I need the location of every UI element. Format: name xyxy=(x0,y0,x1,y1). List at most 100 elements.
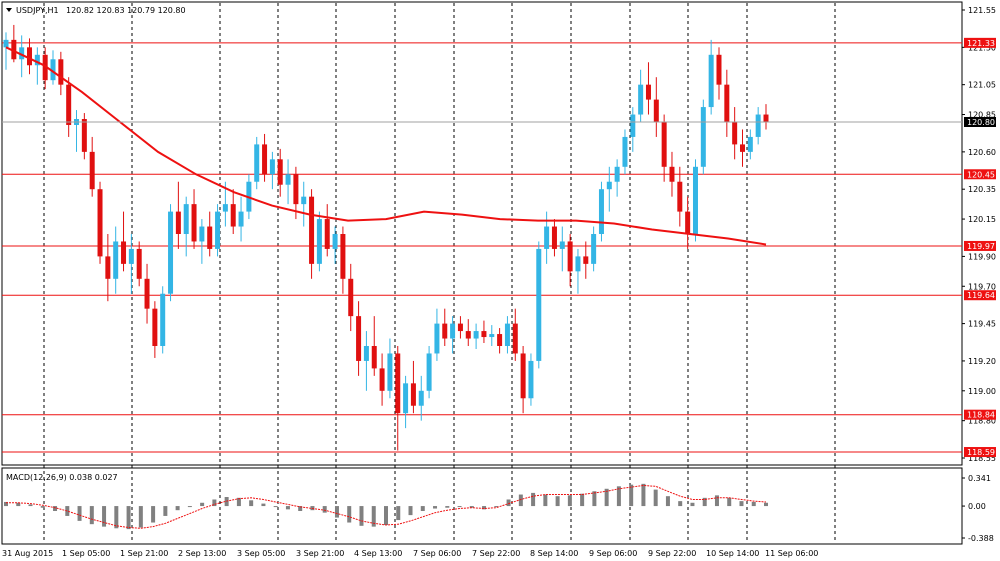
candle[interactable] xyxy=(356,301,362,376)
candle[interactable] xyxy=(497,328,503,354)
candle[interactable] xyxy=(348,263,354,332)
candle[interactable] xyxy=(677,166,683,227)
candle[interactable] xyxy=(606,166,612,212)
candle[interactable] xyxy=(168,204,174,302)
candle-body xyxy=(661,122,667,167)
candle[interactable] xyxy=(692,159,698,242)
candle[interactable] xyxy=(638,69,644,122)
candle[interactable] xyxy=(160,286,166,354)
candle[interactable] xyxy=(732,107,738,160)
candle[interactable] xyxy=(324,204,330,257)
candle[interactable] xyxy=(50,50,56,85)
candle[interactable] xyxy=(379,353,385,406)
candle[interactable] xyxy=(301,181,307,227)
candle-body xyxy=(160,293,166,346)
candle[interactable] xyxy=(426,346,432,399)
candle[interactable] xyxy=(661,114,667,182)
candle[interactable] xyxy=(395,346,401,451)
candle[interactable] xyxy=(58,51,64,96)
candle[interactable] xyxy=(434,308,440,361)
candle[interactable] xyxy=(199,219,205,264)
candle[interactable] xyxy=(685,196,691,249)
candle[interactable] xyxy=(653,77,659,137)
candle[interactable] xyxy=(591,226,597,272)
candle[interactable] xyxy=(755,107,761,145)
candle[interactable] xyxy=(332,226,338,264)
candle[interactable] xyxy=(19,35,25,78)
candle[interactable] xyxy=(567,234,573,287)
candle[interactable] xyxy=(316,211,322,272)
candle[interactable] xyxy=(183,196,189,257)
candle[interactable] xyxy=(410,360,416,414)
candle[interactable] xyxy=(465,319,471,346)
candle[interactable] xyxy=(536,241,542,369)
candle[interactable] xyxy=(113,226,119,294)
candle[interactable] xyxy=(81,113,87,160)
candle[interactable] xyxy=(11,24,17,63)
candle[interactable] xyxy=(481,320,487,344)
candle[interactable] xyxy=(457,316,463,339)
candle[interactable] xyxy=(387,338,393,399)
candle[interactable] xyxy=(763,104,769,130)
candle[interactable] xyxy=(152,301,158,358)
candle[interactable] xyxy=(105,234,111,302)
candle[interactable] xyxy=(89,136,95,197)
candle[interactable] xyxy=(309,189,315,279)
candle[interactable] xyxy=(144,263,150,324)
candle[interactable] xyxy=(128,234,134,294)
candle[interactable] xyxy=(614,159,620,197)
candle[interactable] xyxy=(442,308,448,346)
candle[interactable] xyxy=(34,47,40,85)
candle[interactable] xyxy=(700,99,706,175)
candle[interactable] xyxy=(575,248,581,294)
candle[interactable] xyxy=(450,316,456,354)
candle[interactable] xyxy=(371,316,377,376)
candle[interactable] xyxy=(512,308,518,361)
candle[interactable] xyxy=(215,204,221,257)
candle[interactable] xyxy=(747,129,753,160)
candle[interactable] xyxy=(136,241,142,287)
candle[interactable] xyxy=(520,346,526,414)
dropdown-icon[interactable] xyxy=(6,8,12,12)
candle[interactable] xyxy=(27,38,33,75)
candle[interactable] xyxy=(551,219,557,257)
candle[interactable] xyxy=(716,47,722,100)
candle-body xyxy=(207,226,213,249)
candle[interactable] xyxy=(238,196,244,242)
candlestick-series[interactable] xyxy=(3,24,769,451)
candle[interactable] xyxy=(254,136,260,190)
candle-body xyxy=(152,308,158,346)
candle[interactable] xyxy=(403,375,409,429)
candle[interactable] xyxy=(418,375,424,421)
candle[interactable] xyxy=(340,226,346,294)
candle[interactable] xyxy=(3,32,9,70)
candle[interactable] xyxy=(97,181,103,264)
candle[interactable] xyxy=(473,323,479,349)
candle[interactable] xyxy=(622,129,628,175)
candle[interactable] xyxy=(285,159,291,205)
candle[interactable] xyxy=(363,331,369,391)
candle[interactable] xyxy=(262,133,268,182)
candle[interactable] xyxy=(669,151,675,197)
candle[interactable] xyxy=(277,148,283,197)
candle[interactable] xyxy=(739,129,745,167)
candle[interactable] xyxy=(708,39,714,115)
candle[interactable] xyxy=(42,47,48,90)
candle[interactable] xyxy=(724,69,730,137)
candle[interactable] xyxy=(121,211,127,272)
candle[interactable] xyxy=(191,189,197,249)
candle[interactable] xyxy=(583,241,589,279)
candle[interactable] xyxy=(598,181,604,242)
candle[interactable] xyxy=(269,151,275,190)
candle[interactable] xyxy=(207,211,213,257)
candle[interactable] xyxy=(175,181,181,249)
candle[interactable] xyxy=(230,189,236,234)
candle[interactable] xyxy=(504,316,510,354)
candle[interactable] xyxy=(630,107,636,152)
candle[interactable] xyxy=(66,77,72,137)
candle[interactable] xyxy=(559,226,565,272)
candle[interactable] xyxy=(645,62,651,115)
candle[interactable] xyxy=(489,325,495,346)
candle[interactable] xyxy=(528,353,534,406)
